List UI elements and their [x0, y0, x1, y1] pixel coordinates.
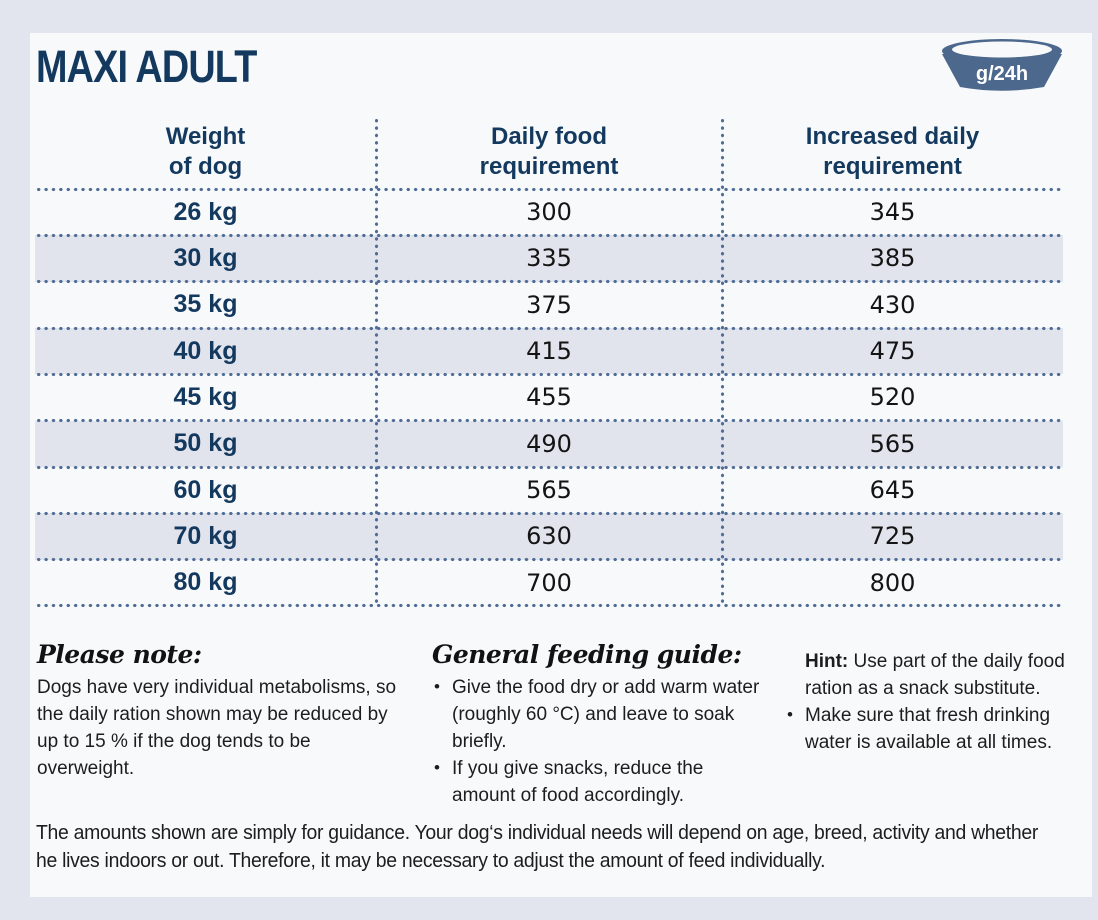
daily-value: 700	[526, 568, 572, 597]
weight-value: 50 kg	[173, 429, 238, 458]
hint-list: • Make sure that fresh drinking water is …	[785, 703, 1085, 757]
feeding-table: Weight of dog Daily food requirement Inc…	[35, 115, 1063, 609]
daily-value: 490	[526, 429, 572, 458]
bullet-icon: •	[434, 677, 440, 696]
column-header-increased: Increased daily requirement	[805, 123, 980, 180]
daily-value: 300	[526, 198, 572, 227]
bullet-icon: •	[787, 704, 793, 724]
guidance-footer-text: The amounts shown are simply for guidanc…	[36, 822, 1039, 873]
table-row: 70 kg 630 725	[35, 513, 1063, 560]
feeding-guide-heading: General feeding guide:	[432, 640, 742, 669]
hint-column: Hint: Use part of the daily food ration …	[785, 640, 1085, 757]
feeding-guide-card: MAXI ADULT g/24h Weight of dog Daily foo…	[30, 33, 1092, 897]
list-item-text: Give the food dry or add warm water (rou…	[452, 677, 760, 752]
please-note-column: Please note: Dogs have very individual m…	[37, 640, 409, 783]
table-row: 80 kg 700 800	[35, 560, 1063, 606]
weight-value: 70 kg	[173, 521, 238, 550]
weight-value: 30 kg	[173, 243, 238, 272]
list-item: • Give the food dry or add warm water (ro…	[432, 675, 762, 756]
hint-text: Hint: Use part of the daily food ration …	[785, 649, 1085, 703]
weight-value: 35 kg	[173, 290, 238, 319]
list-item-text: If you give snacks, reduce the amount of…	[452, 757, 704, 806]
increased-value: 725	[869, 522, 916, 551]
increased-value: 645	[869, 476, 916, 505]
list-item-text: Make sure that fresh drinking water is a…	[805, 704, 1053, 753]
hint-body: Use part of the daily food ration as a s…	[805, 651, 1065, 699]
badge-label: g/24h	[976, 63, 1028, 85]
daily-value: 335	[526, 244, 572, 273]
weight-value: 40 kg	[173, 336, 238, 365]
daily-value: 630	[526, 522, 572, 551]
increased-value: 800	[869, 568, 916, 597]
table-row: 35 kg 375 430	[35, 282, 1063, 328]
table-row: 30 kg 335 385	[35, 235, 1063, 282]
table-row: 26 kg 300 345	[35, 189, 1063, 235]
table-row: 50 kg 490 565	[35, 420, 1063, 467]
please-note-heading: Please note:	[37, 640, 202, 669]
table-row: 60 kg 565 645	[35, 467, 1063, 513]
weight-value: 26 kg	[173, 197, 238, 226]
increased-value: 345	[869, 198, 916, 227]
increased-value: 475	[869, 337, 916, 366]
daily-value: 455	[526, 383, 572, 412]
feeding-guide-column: General feeding guide: • Give the food dr…	[432, 640, 762, 810]
please-note-body: Dogs have very individual metabolisms, s…	[37, 677, 397, 779]
table-row: 45 kg 455 520	[35, 374, 1063, 420]
bullet-icon: •	[434, 757, 440, 777]
list-item: • Make sure that fresh drinking water is …	[785, 703, 1085, 757]
column-header-weight: Weight of dog	[165, 123, 246, 180]
increased-value: 385	[869, 244, 916, 273]
column-header-daily: Daily food requirement	[479, 123, 619, 180]
hint-label: Hint:	[805, 651, 849, 672]
grams-per-day-bowl-icon: g/24h	[940, 37, 1064, 95]
page-title: MAXI ADULT	[36, 41, 257, 92]
increased-value: 430	[869, 290, 916, 319]
weight-value: 80 kg	[173, 568, 238, 597]
increased-value: 520	[869, 383, 916, 412]
list-item: • If you give snacks, reduce the amount o…	[432, 756, 762, 810]
weight-value: 45 kg	[173, 382, 238, 411]
daily-value: 375	[526, 290, 572, 319]
table-header-row: Weight of dog Daily food requirement Inc…	[35, 115, 1063, 189]
weight-value: 60 kg	[173, 475, 238, 504]
daily-value: 565	[526, 476, 572, 505]
feeding-guide-list: • Give the food dry or add warm water (ro…	[432, 675, 762, 810]
increased-value: 565	[869, 429, 916, 458]
table-row: 40 kg 415 475	[35, 327, 1063, 375]
daily-value: 415	[526, 337, 572, 366]
